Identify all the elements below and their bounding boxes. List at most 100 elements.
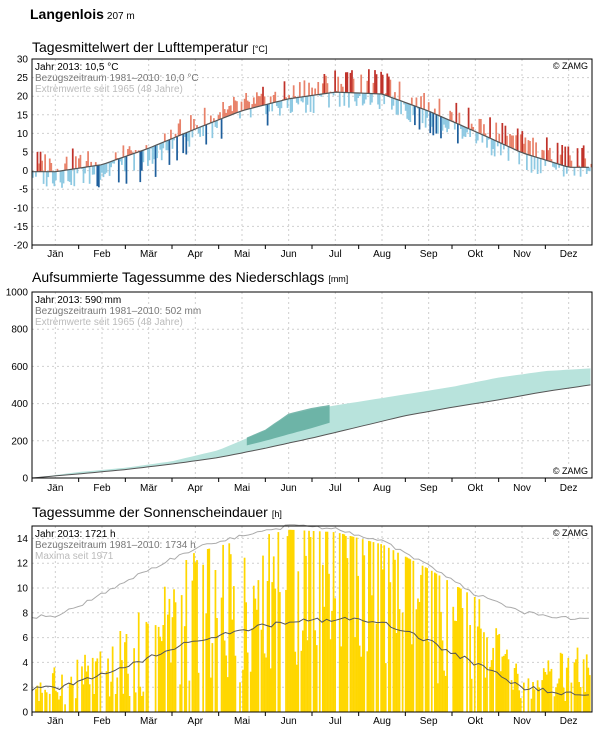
sunshine-bar bbox=[470, 678, 473, 712]
temperature-bar bbox=[119, 158, 122, 162]
temperature-bar bbox=[84, 167, 86, 174]
sunshine-bar bbox=[74, 698, 77, 712]
x-tick-label: Mär bbox=[140, 716, 158, 727]
sunshine-bar bbox=[415, 609, 418, 712]
x-tick-label: Jän bbox=[47, 716, 63, 727]
temperature-bar bbox=[113, 160, 116, 164]
sunshine-bar bbox=[446, 580, 448, 712]
sunshine-bar bbox=[538, 687, 541, 712]
temperature-bar bbox=[391, 97, 393, 110]
temperature-bar bbox=[219, 112, 221, 120]
sunshine-bar bbox=[562, 687, 565, 712]
sunshine-bar bbox=[346, 558, 349, 712]
sunshine-bar bbox=[441, 640, 444, 712]
legend-entry: Maxima seit 1971 bbox=[35, 551, 114, 562]
temperature-bar bbox=[134, 150, 137, 154]
temperature-bar bbox=[415, 97, 418, 107]
sunshine-bar bbox=[262, 555, 264, 712]
sunshine-bar bbox=[120, 660, 123, 712]
temperature-bar bbox=[495, 122, 498, 141]
temperature-bar bbox=[251, 104, 254, 109]
sunshine-bar bbox=[460, 588, 462, 712]
temperature-bar bbox=[360, 74, 363, 94]
sunshine-bar bbox=[108, 696, 111, 712]
sunshine-bar bbox=[170, 662, 172, 712]
sunshine-bar bbox=[570, 682, 573, 712]
temperature-bar bbox=[354, 92, 356, 102]
temperature-bar bbox=[236, 101, 238, 113]
sunshine-bar bbox=[395, 633, 398, 712]
sunshine-bar bbox=[82, 684, 85, 712]
sunshine-bar bbox=[512, 689, 514, 712]
temperature-bar bbox=[240, 101, 243, 112]
temperature-bar bbox=[231, 111, 234, 115]
sunshine-bar bbox=[559, 652, 562, 712]
temperature-bar bbox=[325, 75, 327, 94]
sunshine-bar bbox=[458, 587, 461, 712]
temperature-bar bbox=[154, 145, 157, 177]
temperature-bar bbox=[536, 157, 539, 174]
temperature-bar bbox=[423, 93, 425, 110]
sunshine-bar bbox=[260, 629, 263, 712]
temperature-bar bbox=[302, 96, 304, 103]
x-tick-label: Feb bbox=[93, 483, 111, 494]
sunshine-bar bbox=[105, 671, 108, 712]
temperature-bar bbox=[545, 137, 548, 161]
temperature-bar bbox=[588, 167, 591, 172]
sunshine-bar bbox=[179, 684, 182, 712]
sunshine-bar bbox=[125, 634, 128, 712]
temperature-bar bbox=[82, 167, 85, 183]
y-tick-label: 0 bbox=[22, 166, 28, 177]
sunshine-bar bbox=[486, 637, 488, 712]
temperature-bar bbox=[475, 131, 478, 144]
temperature-bar bbox=[61, 170, 63, 188]
sunshine-bar bbox=[257, 580, 260, 712]
y-tick-label: 5 bbox=[22, 148, 28, 159]
temperature-bar bbox=[65, 156, 68, 171]
sunshine-bar bbox=[252, 585, 255, 712]
sunshine-bar bbox=[214, 570, 217, 712]
temperature-bar bbox=[323, 74, 326, 94]
sunshine-bar bbox=[516, 673, 519, 712]
x-tick-label: Mai bbox=[234, 249, 250, 260]
temperature-bar bbox=[433, 108, 436, 114]
y-tick-label: 14 bbox=[17, 534, 29, 545]
temperature-bar bbox=[375, 74, 378, 94]
temperature-bar bbox=[73, 169, 76, 187]
sunshine-bar bbox=[561, 653, 564, 712]
temperature-bar bbox=[526, 154, 528, 170]
temperature-bar bbox=[248, 101, 251, 109]
sunshine-bar bbox=[180, 595, 183, 712]
sunshine-bar bbox=[157, 626, 160, 712]
temperature-bar bbox=[562, 165, 565, 177]
sunshine-bar bbox=[160, 641, 163, 712]
temperature-bar bbox=[320, 94, 323, 97]
temperature-bar bbox=[124, 156, 126, 172]
sunshine-bar bbox=[206, 549, 209, 712]
temperature-bar bbox=[369, 93, 372, 105]
temperature-bar bbox=[516, 128, 519, 151]
temperature-bar bbox=[421, 108, 424, 124]
sunshine-bar bbox=[71, 684, 74, 712]
temperature-bar bbox=[493, 139, 496, 157]
temperature-bar bbox=[380, 71, 382, 94]
sunshine-bar bbox=[245, 602, 247, 712]
sunshine-bar bbox=[269, 668, 272, 712]
temperature-bar bbox=[446, 118, 448, 133]
legend-entry: Jahr 2013: 10,5 °C bbox=[35, 62, 119, 73]
sunshine-bar bbox=[205, 613, 208, 712]
normal-line bbox=[32, 91, 589, 173]
temperature-bar bbox=[306, 96, 309, 105]
sunshine-bar bbox=[134, 692, 137, 712]
sunshine-bar bbox=[406, 557, 409, 712]
temperature-bar bbox=[110, 161, 112, 168]
temperature-bar bbox=[412, 105, 415, 116]
temperature-bar bbox=[239, 111, 241, 119]
temperature-bar bbox=[117, 159, 120, 183]
temperature-bar bbox=[229, 105, 232, 116]
temperature-bar bbox=[252, 97, 255, 108]
sunshine-bar bbox=[437, 683, 439, 712]
sunshine-bar bbox=[196, 560, 198, 712]
temperature-bar bbox=[499, 142, 502, 156]
